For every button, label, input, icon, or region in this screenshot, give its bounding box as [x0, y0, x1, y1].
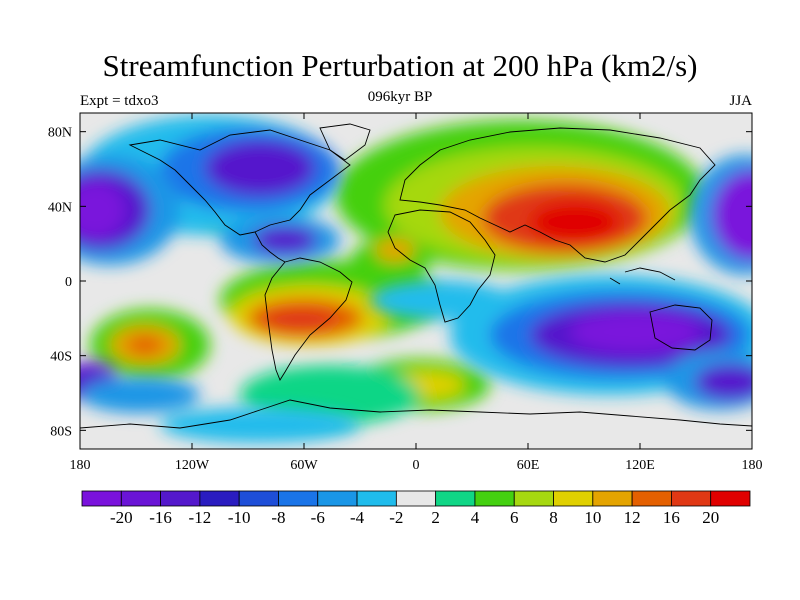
colorbar-label: 12 [624, 508, 641, 527]
colorbar-label: -2 [389, 508, 403, 527]
antarctica-coast [80, 399, 752, 429]
atlantic-low-cyan [370, 280, 510, 320]
x-tick-label: 0 [413, 458, 420, 473]
africa-high-orange [375, 238, 415, 262]
eurasia-high-core [530, 202, 620, 242]
africa-coast [387, 209, 496, 323]
y-tick-label: 80S [50, 424, 72, 439]
x-axis: 180 120W 60W 0 60E 120E 180 [70, 113, 763, 473]
indian-low-core [570, 312, 700, 352]
colorbar-swatch [199, 490, 240, 507]
experiment-label: Expt = tdxo3 [80, 93, 159, 109]
x-tick-label: 120E [625, 458, 655, 473]
eurasia-coast [399, 127, 716, 263]
colorbar-swatch [671, 490, 712, 507]
map-field [80, 113, 752, 449]
colorbar-swatch [160, 490, 201, 507]
north-america-coast [128, 129, 351, 236]
colorbar-swatch [81, 490, 122, 507]
colorbar-label: -20 [110, 508, 133, 527]
caribbean-low-purple [253, 226, 317, 254]
colorbar-label: 10 [584, 508, 601, 527]
antarctic-low-cyan [160, 407, 360, 443]
colorbar-label: -12 [189, 508, 212, 527]
colorbar-swatch [631, 490, 672, 507]
colorbar-label: -16 [149, 508, 172, 527]
colorbar-label: -6 [311, 508, 325, 527]
positive-regions [90, 120, 705, 425]
australia-coast [649, 304, 713, 351]
greenland-coast [319, 123, 371, 161]
colorbar-label: 4 [471, 508, 480, 527]
y-tick-label: 40S [50, 350, 72, 365]
colorbar-swatch [513, 490, 554, 507]
y-tick-label: 40N [48, 200, 72, 215]
colorbar-swatch [710, 490, 751, 507]
colorbar-swatch [120, 490, 161, 507]
y-tick-label: 0 [65, 275, 72, 290]
x-tick-label: 180 [70, 458, 91, 473]
pacific-low-east-purple [712, 170, 752, 260]
colorbar-label: 8 [549, 508, 558, 527]
y-axis: 80N 40N 0 40S 80S [48, 126, 752, 439]
time-label: 096kyr BP [367, 89, 433, 105]
x-tick-label: 60E [517, 458, 540, 473]
colorbar-label: 2 [431, 508, 440, 527]
north-america-low-purple [205, 140, 315, 196]
colorbar-label: -8 [271, 508, 285, 527]
central-america-coast [254, 231, 286, 263]
south-pacific-low-east-purple [695, 364, 752, 400]
pacific-high-core [127, 335, 163, 355]
colorbar-swatch [317, 490, 358, 507]
x-tick-label: 120W [175, 458, 210, 473]
season-label: JJA [729, 93, 752, 109]
colorbar-swatch [474, 490, 515, 507]
colorbar-swatch [356, 490, 397, 507]
colorbar-swatch [592, 490, 633, 507]
colorbar-label: 6 [510, 508, 519, 527]
pacific-low-west-core [80, 182, 125, 238]
colorbar-swatch [553, 490, 594, 507]
indonesia-coast [609, 267, 676, 285]
colorbar-label: -4 [350, 508, 365, 527]
south-america-high-red [262, 308, 338, 332]
south-america-coast [264, 257, 353, 381]
colorbar-swatch [238, 490, 279, 507]
plot-title: Streamfunction Perturbation at 200 hPa (… [102, 48, 698, 83]
colorbar-label: -10 [228, 508, 251, 527]
colorbar-label: 16 [663, 508, 680, 527]
x-tick-label: 60W [290, 458, 318, 473]
colorbar-swatch [435, 490, 476, 507]
coastlines [80, 123, 752, 429]
south-pacific-low-blue [80, 377, 200, 413]
colorbar-label: 20 [702, 508, 719, 527]
colorbar: -20 -16 -12 -10 -8 -6 -4 -2 2 4 6 8 10 12 16 20 [81, 490, 751, 527]
colorbar-swatch [278, 490, 319, 507]
colorbar-swatch [395, 490, 437, 507]
x-tick-label: 180 [742, 458, 763, 473]
y-tick-label: 80N [48, 126, 72, 141]
